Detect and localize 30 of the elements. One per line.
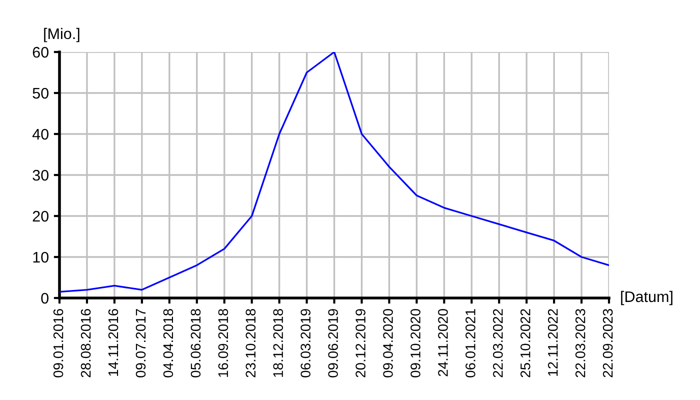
x-tick-label: 09.06.2019: [328, 309, 338, 378]
x-tick-label: 09.04.2020: [383, 308, 393, 378]
x-tick-label: 18.12.2018: [273, 309, 284, 377]
x-tick-label: 06.01.2021: [466, 309, 476, 378]
x-tick-label: 06.03.2019: [300, 309, 311, 378]
y-tick-label: 20: [32, 210, 48, 222]
x-tick-label: 16.09.2018: [218, 309, 228, 377]
x-tick-label: 23.10.2018: [246, 309, 256, 378]
x-tick-label: 12.11.2022: [548, 309, 558, 376]
x-tick-label: 09.10.2020: [410, 308, 420, 378]
x-tick-label: 20.12.2019: [356, 309, 366, 378]
y-tick-label: 40: [32, 128, 48, 140]
y-tick-label: 30: [32, 170, 48, 181]
x-tick-label: 28.08.2016: [80, 309, 91, 378]
x-tick-label: 05.06.2018: [190, 309, 201, 378]
y-axis-title: [Mio.]: [44, 28, 80, 42]
x-axis-title: [Datum]: [621, 290, 672, 306]
y-tick-label: 50: [32, 88, 48, 99]
x-tick-label: 09.07.2017: [136, 309, 146, 378]
y-tick-label: 10: [33, 252, 48, 263]
x-tick-label: 09.01.2016: [53, 309, 64, 378]
x-tick-label: 24.11.2020: [438, 308, 448, 376]
x-tick-label: 04.04.2018: [163, 309, 174, 378]
x-tick-label: 22.03.2023: [575, 309, 586, 378]
y-tick-label: 0: [41, 292, 48, 304]
x-tick-label: 22.09.2023: [602, 309, 613, 378]
x-tick-label: 25.10.2022: [520, 309, 530, 378]
x-tick-label: 22.03.2022: [492, 309, 503, 378]
y-tick-label: 60: [32, 46, 48, 58]
x-tick-label: 14.11.2016: [108, 309, 118, 376]
